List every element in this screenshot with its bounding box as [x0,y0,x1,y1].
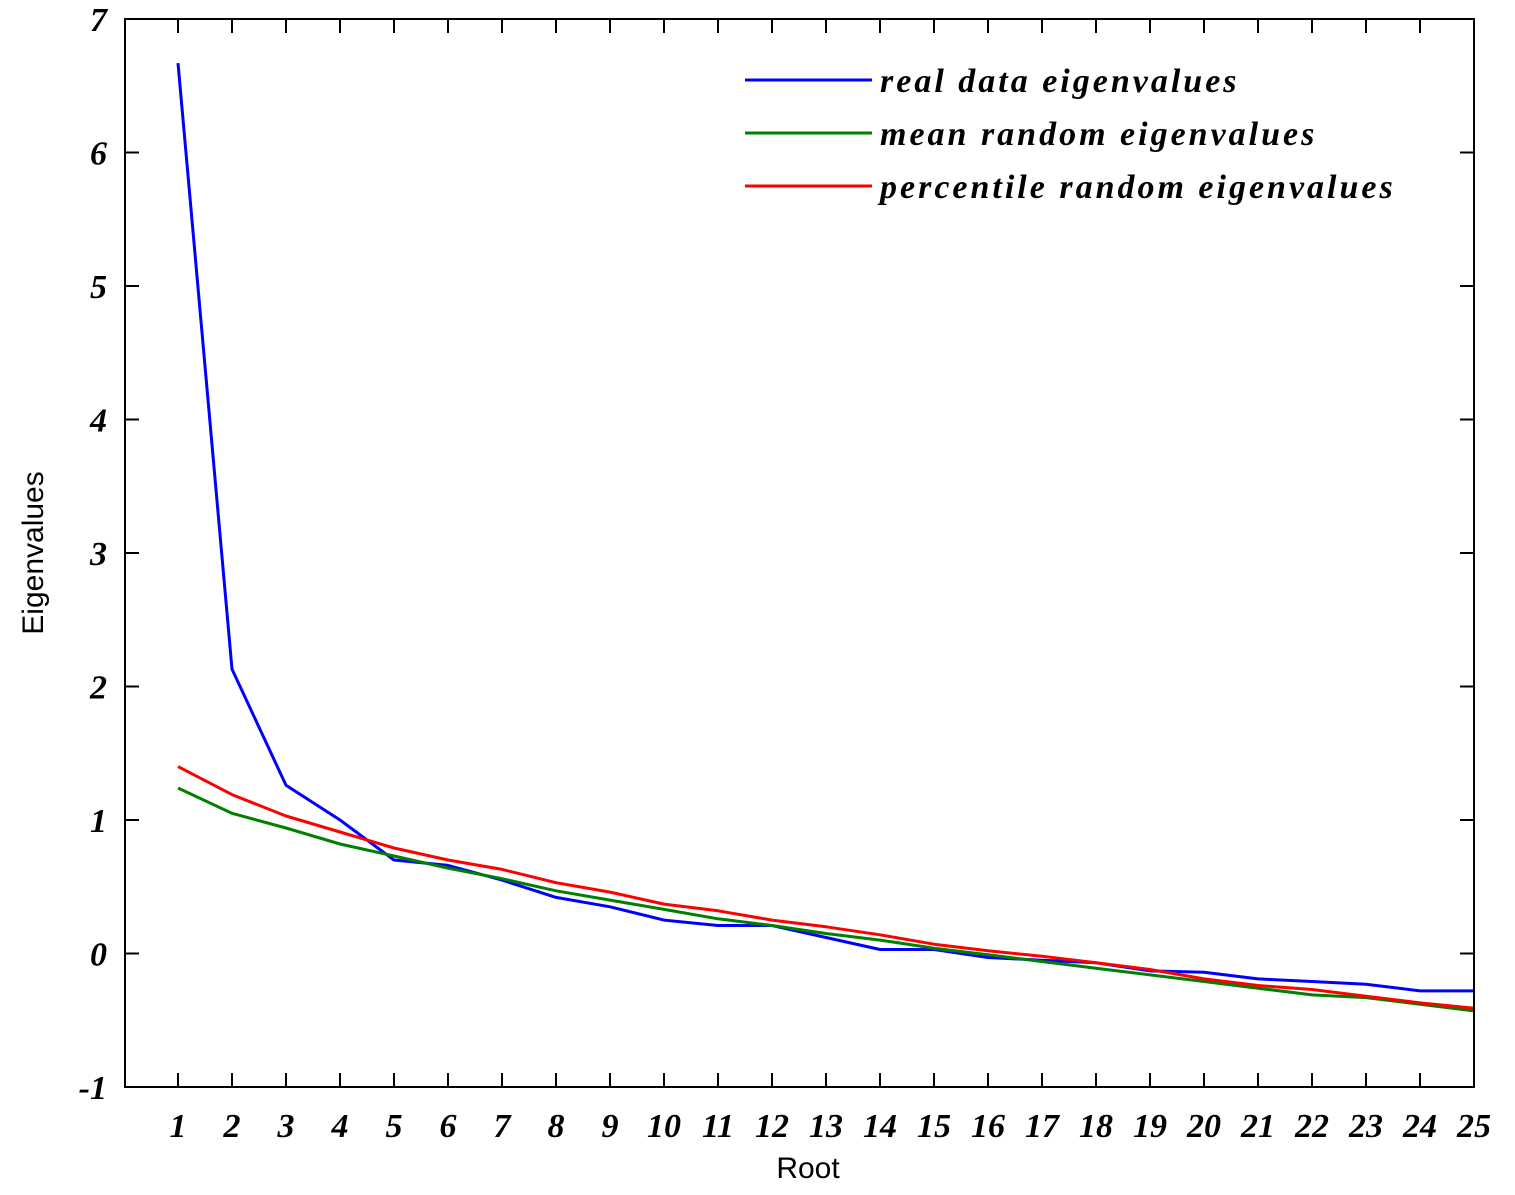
y-tick-label: 5 [90,269,107,306]
x-tick-label: 3 [277,1108,295,1145]
x-tick-label: 16 [971,1108,1005,1145]
x-tick-label: 6 [440,1108,457,1145]
y-tick-label: 7 [90,2,109,39]
y-tick-label: -1 [79,1070,107,1107]
series-line-1 [176,62,1474,993]
legend-label-2: mean random eigenvalues [880,116,1317,153]
x-tick-label: 7 [494,1108,513,1145]
x-tick-label: 2 [223,1108,241,1145]
series-line-2 [177,786,1475,1013]
y-tick-label: 2 [89,670,107,707]
x-tick-label: 17 [1025,1108,1061,1145]
x-tick-label: 5 [386,1108,403,1145]
x-axis-label: Root [776,1152,840,1185]
legend-label-1: real data eigenvalues [880,63,1240,100]
x-tick-label: 4 [331,1108,349,1145]
x-tick-label: 11 [702,1108,734,1145]
axis-ticks [125,18,1475,1088]
x-tick-label: 23 [1348,1108,1383,1145]
y-tick-label: 3 [89,536,107,573]
y-tick-label: 0 [90,937,107,974]
legend: real data eigenvalues mean random eigenva… [745,63,1396,206]
plot-lines [176,62,1475,1013]
x-tick-label: 20 [1186,1108,1221,1145]
x-tick-label: 9 [602,1108,619,1145]
y-axis-tick-labels: -1 0 1 2 3 4 5 6 7 [79,2,109,1107]
x-tick-label: 1 [170,1108,187,1145]
x-tick-label: 25 [1456,1108,1491,1145]
x-axis-tick-labels: 1 2 3 4 5 6 7 8 9 10 11 12 13 14 15 16 17 18 19 20 21 22 23 24 2… [170,1108,1492,1145]
x-tick-label: 10 [647,1108,681,1145]
x-tick-label: 24 [1402,1108,1437,1145]
x-tick-label: 15 [917,1108,951,1145]
x-tick-label: 21 [1240,1108,1275,1145]
x-tick-label: 13 [809,1108,843,1145]
series-line-3 [177,765,1475,1010]
x-tick-label: 18 [1079,1108,1113,1145]
x-tick-label: 8 [548,1108,565,1145]
y-axis-label: Eigenvalues [17,471,50,634]
x-tick-label: 12 [755,1108,789,1145]
legend-label-3: percentile random eigenvalues [877,169,1396,206]
x-tick-label: 19 [1133,1108,1167,1145]
y-tick-label: 4 [89,403,107,440]
y-tick-label: 6 [90,136,107,173]
x-tick-label: 22 [1294,1108,1329,1145]
x-tick-label: 14 [863,1108,897,1145]
y-tick-label: 1 [90,803,107,840]
